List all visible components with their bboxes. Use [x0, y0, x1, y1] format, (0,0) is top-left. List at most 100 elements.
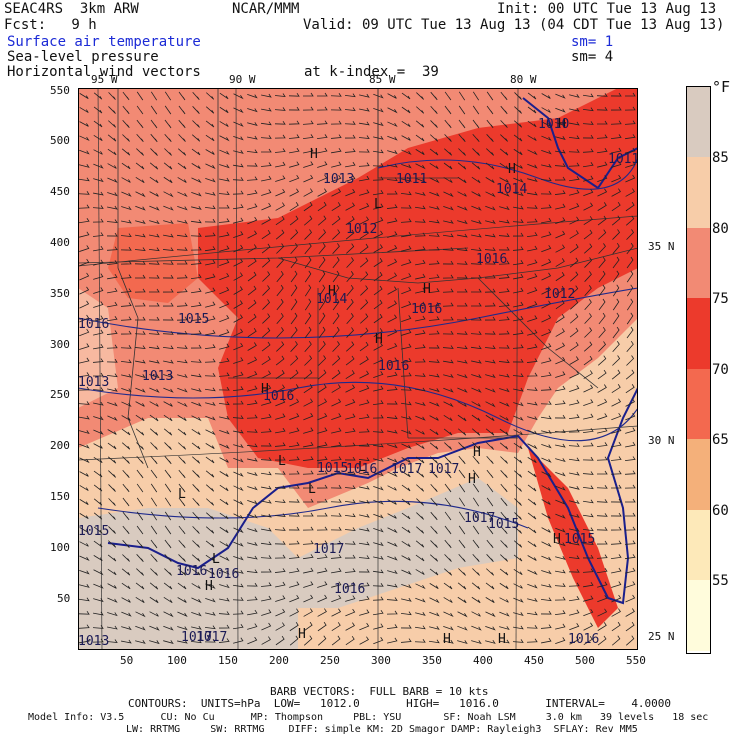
wind-barb — [456, 247, 468, 252]
wind-barb — [485, 359, 496, 364]
pressure-center-marker: L — [278, 454, 286, 469]
wind-barb — [541, 357, 552, 364]
wind-barb — [79, 107, 89, 113]
wind-barb — [79, 513, 89, 519]
wind-barb — [346, 313, 354, 325]
wind-barb — [415, 470, 425, 478]
wind-barb — [78, 610, 90, 615]
init-time: Init: 00 UTC Tue 13 Aug 13 — [497, 1, 717, 17]
wind-barb — [373, 203, 384, 210]
wind-barb — [344, 513, 356, 518]
wind-barb — [499, 191, 510, 197]
wind-barb — [233, 121, 244, 127]
wind-barb — [190, 330, 202, 335]
wind-barb — [108, 484, 116, 492]
wind-barb — [260, 568, 272, 573]
wind-barb — [429, 568, 439, 576]
wind-barb — [373, 93, 384, 99]
wind-barb — [205, 163, 216, 170]
wind-barb — [484, 302, 496, 307]
wind-barb — [330, 106, 342, 111]
wind-barb — [430, 105, 438, 115]
pressure-label: 1013 — [323, 172, 354, 187]
wind-barb — [318, 242, 326, 255]
wind-barb — [498, 233, 510, 237]
wind-barb — [107, 612, 118, 617]
wind-barb — [330, 93, 342, 97]
wind-barb — [458, 133, 466, 143]
wind-barb — [527, 429, 538, 435]
wind-barb — [162, 345, 174, 350]
wind-barb — [513, 554, 523, 562]
wind-barb — [372, 149, 384, 154]
wind-barb — [583, 355, 593, 366]
wind-barb — [514, 92, 522, 100]
wind-barb — [486, 483, 494, 493]
wind-barb — [499, 177, 509, 183]
wind-barb — [386, 190, 398, 195]
wind-barb — [261, 216, 271, 225]
wind-barb — [486, 134, 494, 142]
wind-barb — [359, 527, 370, 532]
wind-barb — [541, 555, 552, 561]
wind-barb — [289, 622, 299, 632]
wind-barb — [387, 244, 398, 253]
wind-barb — [205, 443, 215, 449]
wind-barb — [177, 206, 188, 211]
wind-barb — [401, 315, 412, 323]
wind-barb — [162, 302, 174, 307]
wind-barb — [430, 526, 438, 534]
wind-barb — [500, 497, 508, 507]
wind-barb — [513, 415, 524, 421]
wind-barb — [611, 621, 621, 632]
wind-barb — [289, 147, 300, 154]
wind-barb — [527, 273, 538, 280]
wind-barb — [513, 134, 523, 142]
wind-barb — [232, 624, 244, 630]
temperature-zone-70 — [198, 88, 638, 468]
wind-barb — [513, 205, 524, 210]
wind-barb — [569, 485, 580, 490]
wind-barb — [190, 219, 202, 224]
wind-barb — [415, 456, 425, 464]
wind-barb — [233, 357, 244, 364]
wind-barb — [176, 274, 188, 279]
wind-barb — [624, 526, 636, 531]
wind-barb — [527, 106, 537, 114]
wind-barb — [122, 511, 130, 521]
wind-barb — [331, 398, 342, 407]
wind-barb — [332, 298, 340, 311]
wind-barb — [303, 427, 314, 434]
wind-barb — [555, 314, 565, 324]
wind-barb — [555, 569, 566, 574]
wind-barb — [92, 372, 104, 377]
wind-barb — [205, 191, 216, 196]
wind-barb — [583, 581, 594, 588]
wind-barb — [513, 612, 524, 617]
wind-barb — [583, 370, 593, 379]
wind-barb — [135, 414, 145, 422]
wind-barb — [555, 244, 566, 253]
wind-barb — [514, 470, 523, 478]
wind-barb — [430, 511, 438, 521]
wind-barb — [275, 175, 286, 182]
wind-barb — [541, 217, 552, 224]
wind-barb — [121, 206, 132, 211]
wind-barb — [247, 244, 257, 253]
wind-barb — [92, 358, 104, 363]
x-tick: 450 — [524, 654, 544, 667]
wind-barb — [304, 284, 312, 297]
wind-barb — [233, 541, 244, 547]
wind-barb — [93, 106, 103, 114]
wind-barb — [414, 358, 426, 363]
wind-barb — [205, 402, 216, 406]
wind-barb — [233, 300, 243, 309]
wind-barb — [107, 625, 118, 630]
wind-barb — [163, 625, 174, 631]
wind-barb — [150, 442, 158, 450]
wind-barb — [190, 359, 202, 363]
wind-barb — [583, 216, 593, 226]
wind-barb — [107, 442, 117, 450]
wind-barb — [401, 106, 411, 114]
wind-barb — [485, 428, 495, 436]
